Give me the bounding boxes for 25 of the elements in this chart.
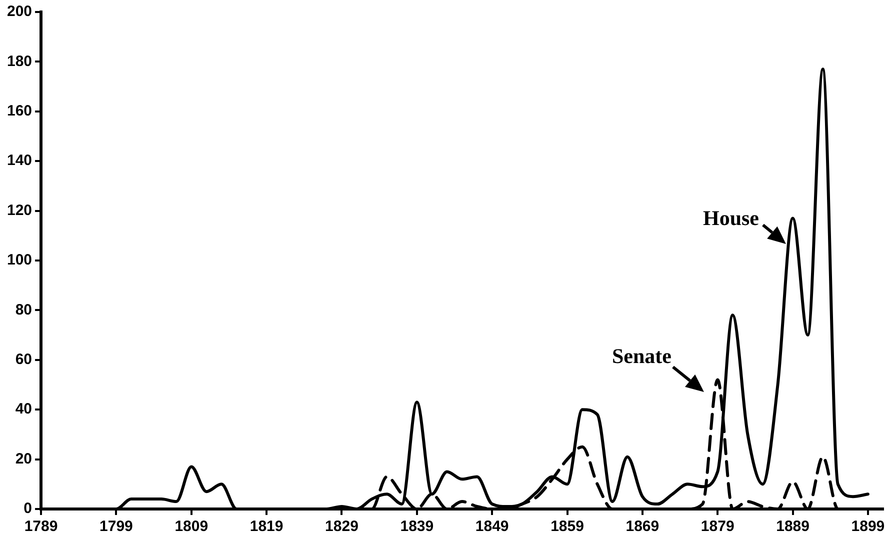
y-tick-label: 40 — [15, 400, 32, 418]
y-tick-label: 180 — [6, 52, 32, 70]
x-tick-label: 1899 — [851, 518, 885, 536]
legend-label: House — [703, 206, 760, 230]
y-tick-label: 20 — [15, 450, 32, 468]
y-tick-label: 160 — [6, 102, 32, 120]
x-tick-label: 1819 — [250, 518, 284, 536]
x-tick-label: 1799 — [100, 518, 133, 536]
x-tick-label: 1859 — [550, 518, 584, 536]
x-tick-label: 1839 — [400, 518, 434, 536]
x-tick-label: 1789 — [24, 518, 58, 536]
x-tick-label: 1889 — [776, 518, 810, 536]
y-tick-label: 120 — [6, 202, 32, 219]
x-tick-label: 1829 — [325, 518, 358, 536]
y-tick-label: 0 — [24, 500, 32, 518]
x-tick-label: 1809 — [174, 518, 208, 536]
y-tick-label: 60 — [15, 351, 32, 368]
y-tick-label: 100 — [6, 252, 32, 269]
x-tick-label: 1849 — [475, 518, 509, 536]
x-tick-label: 1879 — [700, 518, 734, 536]
x-tick-label: 1869 — [626, 518, 660, 536]
y-tick-label: 200 — [6, 3, 32, 20]
y-tick-label: 80 — [15, 301, 32, 318]
text: Senate — [612, 344, 672, 368]
y-tick-label: 140 — [6, 152, 32, 170]
